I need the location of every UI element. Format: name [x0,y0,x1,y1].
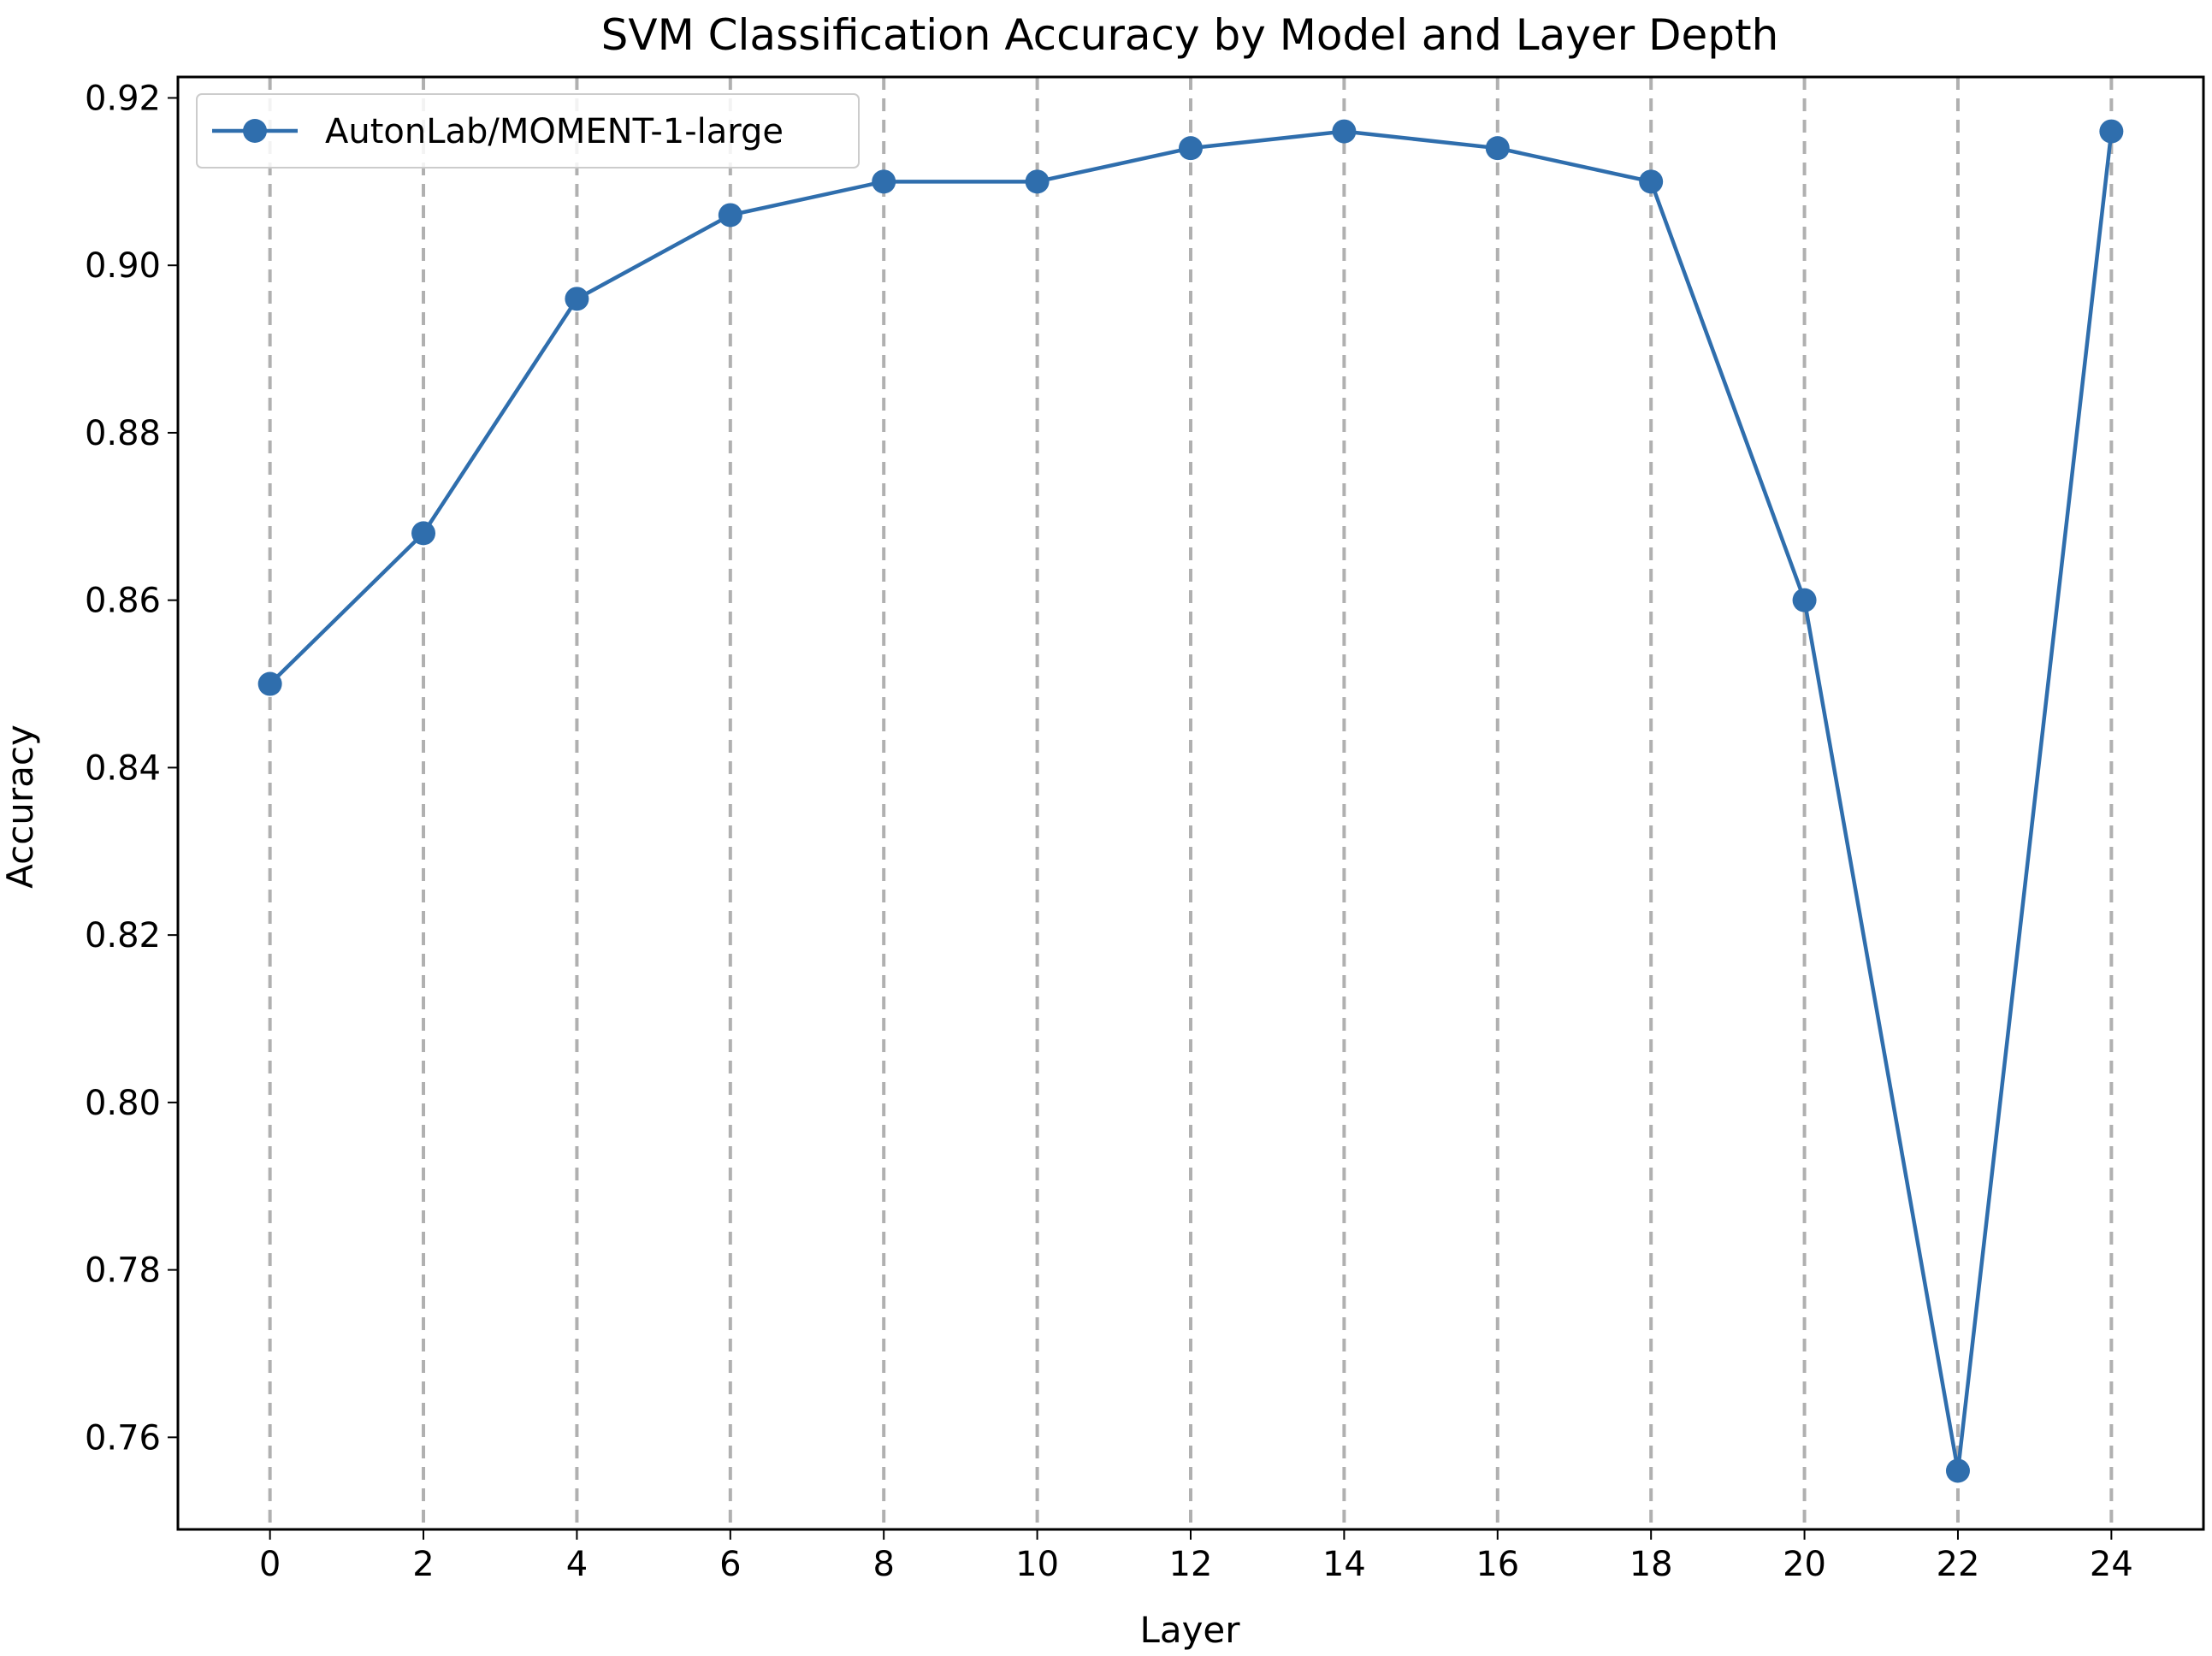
x-axis-ticks: 0 2 4 6 8 10 12 14 16 18 20 22 24 [259,1529,2133,1584]
x-tick-label: 14 [1322,1545,1366,1584]
data-point [1485,136,1510,161]
y-axis-title: Accuracy [0,724,41,889]
legend: AutonLab/MOMENT-1-large [196,93,860,169]
data-point [1025,169,1050,194]
legend-box [196,93,860,169]
gridlines [268,77,2114,1529]
x-tick-label: 2 [412,1545,434,1584]
x-tick-label: 6 [719,1545,741,1584]
data-point [565,287,589,311]
x-tick-label: 18 [1629,1545,1673,1584]
x-tick-label: 12 [1169,1545,1213,1584]
y-tick-label: 0.90 [85,246,161,286]
y-tick-label: 0.92 [85,79,161,118]
chart-title: SVM Classification Accuracy by Model and… [601,10,1779,60]
x-tick-label: 10 [1015,1545,1059,1584]
y-tick-label: 0.84 [85,748,161,788]
x-tick-label: 0 [259,1545,281,1584]
x-axis-title: Layer [1139,1609,1240,1651]
x-tick-label: 24 [2090,1545,2133,1584]
x-tick-label: 8 [872,1545,894,1584]
data-point [1179,136,1203,161]
data-point [1332,119,1357,144]
data-point [1945,1458,1970,1483]
data-point [2099,119,2124,144]
x-tick-label: 22 [1937,1545,1980,1584]
data-point [872,169,896,194]
y-axis-ticks: 0.76 0.78 0.80 0.82 0.84 0.86 0.88 0.90 0.92 [85,79,178,1458]
data-point [1639,169,1664,194]
data-point [1792,588,1817,612]
x-tick-label: 4 [566,1545,588,1584]
legend-marker [243,119,267,143]
data-point [718,203,742,228]
y-tick-label: 0.88 [85,414,161,453]
x-tick-label: 16 [1476,1545,1519,1584]
series-layer [257,119,2124,1483]
y-tick-label: 0.86 [85,582,161,621]
data-point [257,671,282,696]
x-tick-label: 20 [1783,1545,1826,1584]
y-tick-label: 0.78 [85,1251,161,1291]
data-point [411,521,436,546]
legend-label: AutonLab/MOMENT-1-large [325,112,784,151]
y-tick-label: 0.82 [85,916,161,955]
y-tick-label: 0.76 [85,1418,161,1458]
y-tick-label: 0.80 [85,1084,161,1123]
